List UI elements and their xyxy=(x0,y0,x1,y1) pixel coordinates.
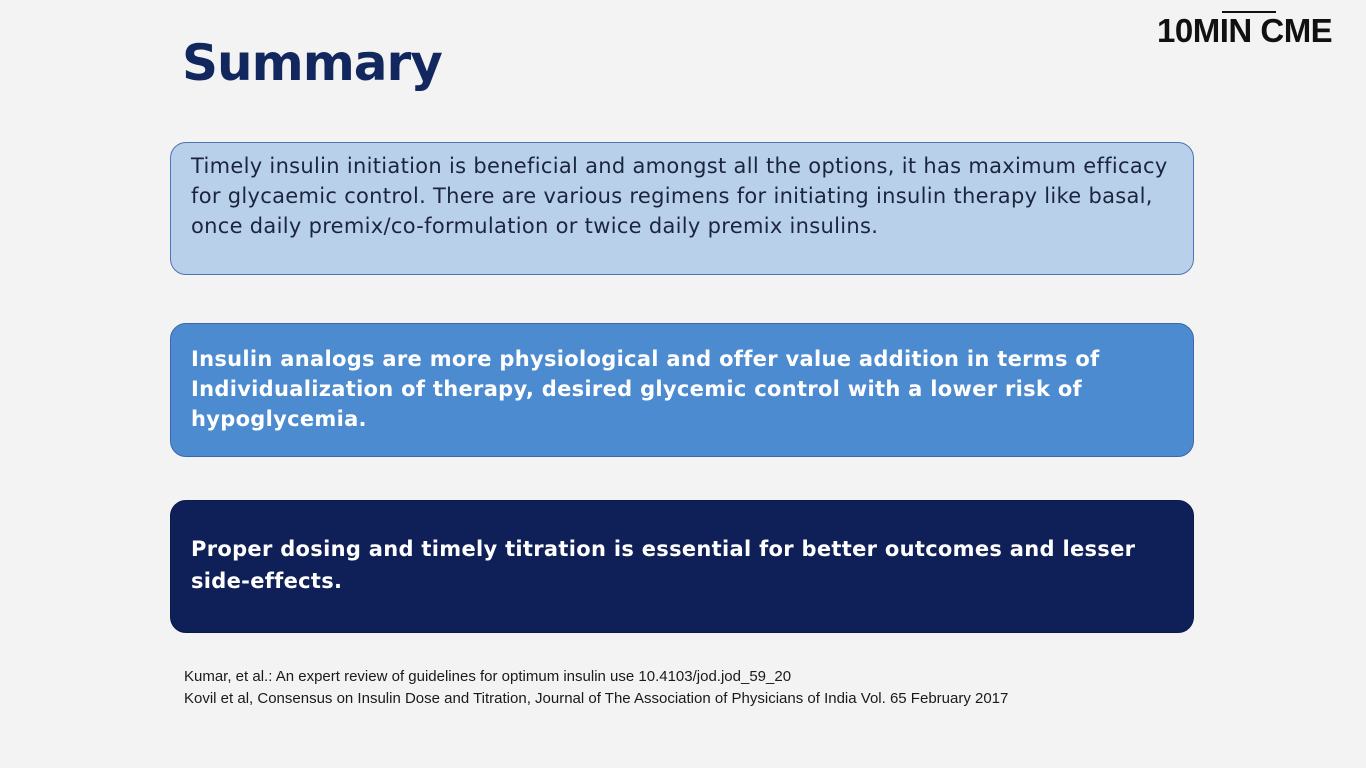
slide-title: Summary xyxy=(182,34,443,92)
summary-box-2: Insulin analogs are more physiological a… xyxy=(170,323,1194,457)
reference-1: Kumar, et al.: An expert review of guide… xyxy=(184,668,792,685)
reference-2: Kovil et al, Consensus on Insulin Dose a… xyxy=(184,690,1009,707)
logo-overline xyxy=(1222,11,1276,13)
brand-logo: 10MIN CME xyxy=(1157,12,1333,49)
references: Kumar, et al.: An expert review of guide… xyxy=(184,666,1008,710)
summary-box-3: Proper dosing and timely titration is es… xyxy=(170,500,1194,633)
summary-box-1: Timely insulin initiation is beneficial … xyxy=(170,142,1194,275)
